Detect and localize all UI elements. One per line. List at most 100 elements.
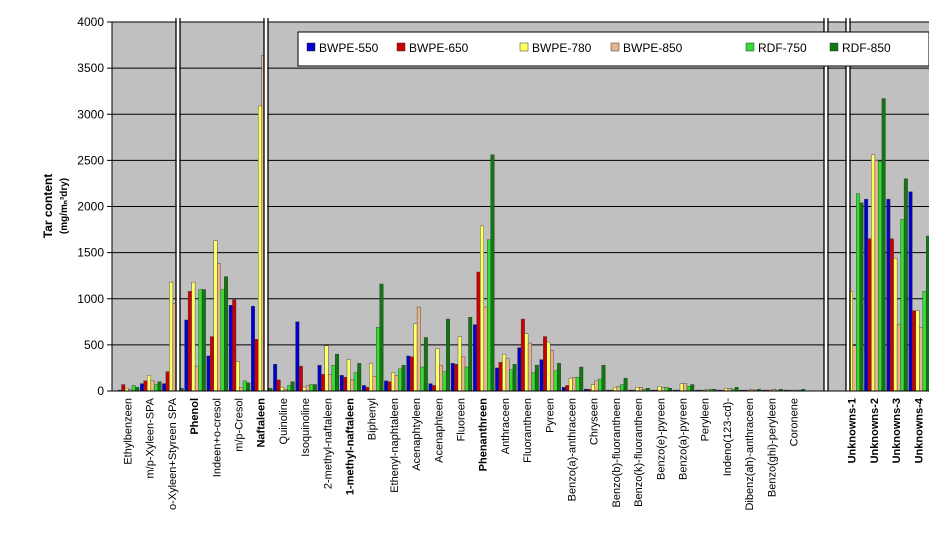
y-tick-label: 1000 (77, 292, 104, 306)
bar (302, 387, 307, 392)
bar (206, 355, 211, 392)
bar (184, 319, 189, 392)
bar (201, 289, 206, 392)
x-category-label: 2-methyl-naftaleen (322, 398, 334, 489)
bar (420, 366, 425, 392)
bar (903, 178, 908, 392)
bar (509, 369, 514, 392)
bar (635, 387, 640, 392)
axis-break-markers (175, 18, 851, 391)
bar (217, 263, 222, 392)
bar (623, 377, 628, 392)
x-category-label: Unknowns-1 (847, 398, 859, 463)
legend-label: BWPE-850 (623, 41, 683, 55)
bar (346, 359, 351, 392)
bar (353, 372, 358, 392)
bar (664, 387, 669, 392)
y-tick-label: 3500 (77, 61, 104, 75)
legend-label: BWPE-550 (319, 41, 379, 55)
bar (290, 381, 295, 392)
x-category-label: Chryseen (589, 398, 601, 445)
bar (487, 239, 491, 392)
x-category-label: Phenol (189, 398, 201, 435)
legend-swatch (610, 42, 620, 52)
x-category-label: Unknowns-2 (869, 398, 881, 463)
bar (881, 98, 886, 392)
bar (900, 219, 905, 392)
bar (568, 377, 573, 392)
bar (539, 359, 544, 392)
bar (616, 386, 621, 392)
x-category-label: m/p-Xyleen-SPA (145, 397, 157, 478)
x-category-label: Benzo(ghi)-peryleen (766, 398, 778, 497)
bar (546, 341, 551, 392)
y-tick-label: 500 (84, 338, 104, 352)
axes (111, 22, 929, 392)
bar (565, 385, 570, 392)
bar (350, 379, 355, 392)
bar (683, 383, 688, 392)
bar (150, 380, 155, 392)
legend-label: BWPE-780 (532, 41, 592, 55)
bar (734, 387, 739, 392)
bar (886, 198, 891, 392)
bar (401, 364, 406, 392)
bar (594, 380, 599, 392)
bar (362, 385, 366, 392)
bar (324, 345, 329, 392)
bar (406, 355, 411, 392)
bar (520, 318, 525, 392)
x-category-label: Naftaleen (256, 398, 268, 448)
bar (922, 291, 927, 392)
bar (878, 161, 883, 392)
bar (258, 105, 262, 392)
bar (679, 383, 684, 392)
bar (591, 384, 595, 392)
axis-break-gap (824, 18, 828, 391)
bar (517, 347, 522, 392)
bar (915, 310, 920, 392)
bar (598, 378, 602, 392)
x-category-label: Acenaphtyleen (411, 398, 423, 471)
legend-label: RDF-850 (842, 41, 891, 55)
legend: BWPE-550 BWPE-650 BWPE-780 BWPE-850 RDF-750 R… (297, 31, 929, 67)
bar (423, 337, 428, 392)
bar (413, 323, 418, 392)
bar (457, 336, 462, 392)
bar (165, 371, 170, 392)
x-category-label: Quinoline (278, 398, 290, 444)
x-category-label: Dibenz(ah)-anthraceen (744, 398, 756, 511)
bar (343, 376, 348, 392)
bar (483, 306, 488, 392)
bar (690, 384, 695, 392)
y-tick-labels: 0 500 1000 1500 2000 2500 3000 3500 4000 (77, 15, 104, 398)
axis-break-gap (176, 18, 180, 391)
bar (162, 383, 167, 392)
x-category-label: Anthraceen (500, 398, 512, 454)
bar (874, 160, 879, 392)
bar (446, 318, 450, 392)
bar (686, 386, 691, 392)
y-tick-label: 2500 (77, 153, 104, 167)
x-category-label: Unknowns-3 (891, 398, 903, 463)
bar (384, 380, 389, 392)
x-category-label: Peryleen (700, 398, 712, 441)
bar (228, 305, 233, 392)
legend-label: BWPE-650 (409, 41, 469, 55)
x-category-label: Fluoreen (456, 398, 468, 441)
legend-swatch (829, 42, 839, 52)
bar (480, 225, 484, 392)
bar (157, 381, 162, 392)
bar (210, 336, 215, 392)
bar (409, 356, 414, 392)
x-category-label: Isoquinoline (300, 398, 312, 457)
x-category-label: Benzo(k)-fluorantheen (633, 398, 645, 507)
bar (505, 358, 510, 392)
bar (309, 384, 314, 392)
bar (454, 364, 459, 392)
bar (372, 376, 377, 392)
bar (442, 371, 447, 392)
bar (575, 376, 580, 392)
y-axis-title: Tar content (mg/mₙ³dry) (41, 174, 70, 238)
